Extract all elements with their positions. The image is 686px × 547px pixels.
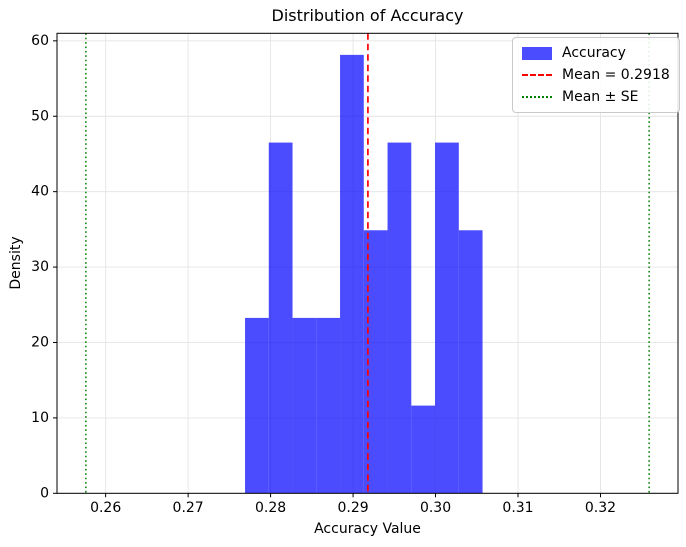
legend-item-mean: Mean = 0.2918 — [522, 67, 670, 83]
x-tick-label: 0.28 — [255, 500, 286, 516]
legend-label-mean: Mean = 0.2918 — [562, 67, 670, 83]
chart-title: Distribution of Accuracy — [271, 6, 464, 25]
legend-label-accuracy: Accuracy — [562, 45, 626, 61]
y-tick-label: 50 — [31, 108, 49, 124]
legend-swatch-dotted-line — [522, 96, 552, 98]
x-tick-label: 0.29 — [337, 500, 368, 516]
histogram-bar — [435, 142, 459, 494]
legend: Accuracy Mean = 0.2918 Mean ± SE — [512, 37, 680, 113]
legend-item-se: Mean ± SE — [522, 89, 670, 105]
histogram-bar — [268, 142, 293, 494]
y-tick-label: 30 — [31, 259, 49, 275]
histogram-bar — [245, 317, 269, 494]
y-axis-label: Density — [8, 236, 24, 290]
x-axis-label: Accuracy Value — [314, 521, 421, 537]
histogram-bar — [458, 230, 483, 494]
x-tick-label: 0.31 — [502, 500, 533, 516]
y-tick-label: 10 — [31, 410, 49, 426]
legend-item-accuracy: Accuracy — [522, 45, 670, 61]
histogram-bar — [292, 317, 317, 494]
axes-spines — [56, 32, 679, 494]
histogram-bar — [340, 54, 364, 494]
x-tick-label: 0.27 — [173, 500, 204, 516]
legend-swatch-bar-patch — [522, 46, 552, 60]
histogram-bar — [363, 230, 388, 494]
legend-label-se: Mean ± SE — [562, 89, 639, 105]
y-tick-label: 0 — [40, 485, 49, 501]
x-tick-label: 0.26 — [90, 500, 121, 516]
y-tick-label: 60 — [31, 33, 49, 49]
y-tick-label: 20 — [31, 334, 49, 350]
histogram-bar — [411, 405, 436, 494]
y-tick-label: 40 — [31, 184, 49, 200]
legend-swatch-dashed-line — [522, 74, 552, 76]
x-tick-label: 0.32 — [585, 500, 616, 516]
x-tick-label: 0.30 — [420, 500, 451, 516]
histogram-bar — [316, 317, 341, 494]
histogram-bar — [387, 142, 412, 494]
